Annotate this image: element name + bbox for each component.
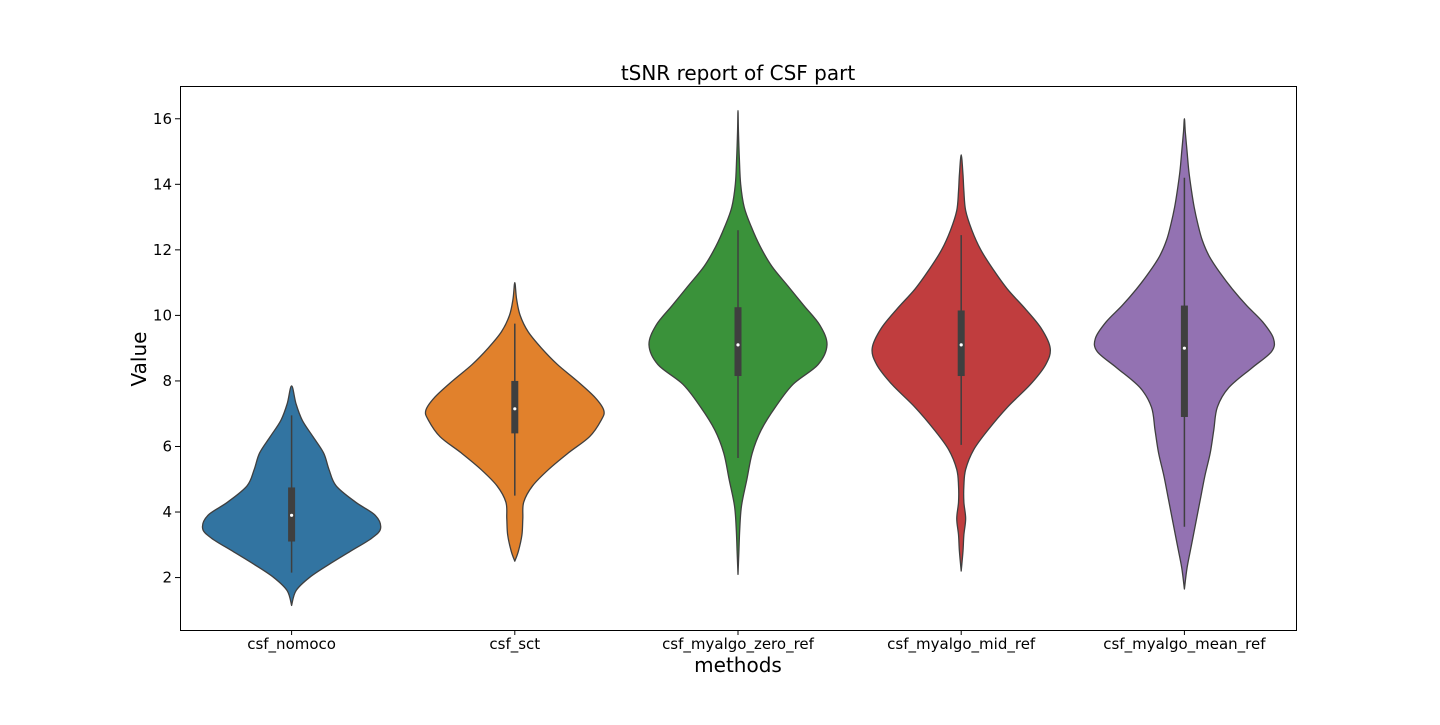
x-tick-label: csf_myalgo_mid_ref [887,635,1036,654]
violins-group [201,109,1276,607]
x-tick-label: csf_myalgo_zero_ref [662,635,815,654]
x-tick-label: csf_myalgo_mean_ref [1103,635,1266,654]
violin-csf_nomoco [201,385,382,607]
violin-median-dot [290,513,294,517]
plot-frame [180,86,1297,631]
violin-iqr-box [1180,305,1188,417]
y-tick-label: 10 [153,306,172,324]
x-axis-ticks: csf_nomoco csf_sct csf_myalgo_zero_ref csf_… [247,630,1266,654]
violin-csf_myalgo_zero_ref [648,109,828,575]
chart-title: tSNR report of CSF part [621,61,856,85]
y-axis-label: Value [127,332,151,387]
y-tick-label: 14 [153,175,172,193]
violin-csf_sct [424,281,605,562]
violin-csf_myalgo_mid_ref [871,154,1052,572]
violin-median-dot [736,343,740,347]
y-tick-label: 16 [153,110,172,128]
y-axis-ticks: 2 4 6 8 10 12 14 16 [153,110,180,587]
y-tick-label: 8 [162,372,172,390]
y-tick-label: 4 [162,503,172,521]
y-tick-label: 12 [153,241,172,259]
violin-median-dot [513,407,517,411]
violin-iqr-box [957,310,965,377]
violin-iqr-box [734,307,742,377]
violin-iqr-box [511,380,519,434]
violin-csf_myalgo_mean_ref [1093,118,1276,590]
violin-median-dot [1182,346,1186,350]
x-axis-label: methods [694,653,782,677]
x-tick-label: csf_sct [489,635,540,654]
x-tick-label: csf_nomoco [247,635,336,654]
y-tick-label: 6 [162,437,172,455]
violin-median-dot [959,343,963,347]
y-tick-label: 2 [162,569,172,587]
